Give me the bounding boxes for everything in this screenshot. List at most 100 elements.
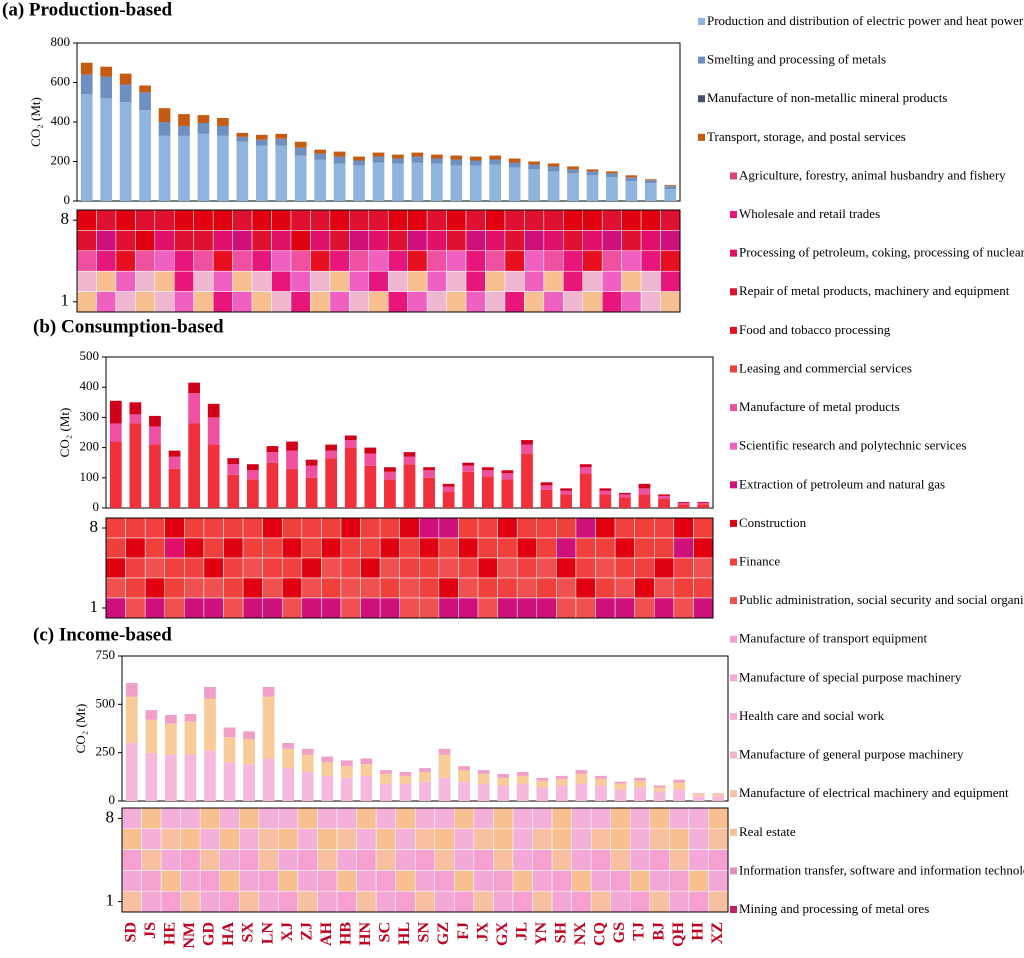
heatmap-cell: [551, 828, 572, 850]
heatmap-cell: [317, 849, 338, 871]
legend-label: Construction: [739, 515, 807, 530]
bar-segment: [606, 173, 618, 178]
y-tick-label: 250: [96, 744, 116, 759]
heatmap-cell: [174, 209, 194, 231]
heatmap-cell: [242, 557, 263, 579]
legend-label: Mining and processing of metal ores: [739, 901, 929, 916]
heatmap-cell: [649, 849, 670, 871]
bar-segment: [516, 783, 529, 801]
heatmap-cell: [379, 577, 400, 599]
heatmap-cell: [399, 517, 420, 539]
bar-segment: [481, 476, 494, 508]
heatmap-cell: [212, 291, 233, 313]
heatmap-cell: [193, 209, 214, 231]
x-tick-label: GX: [494, 922, 511, 946]
y-tick-label: 0: [64, 192, 71, 207]
bar-segment: [149, 426, 161, 445]
bar-segment: [197, 115, 210, 123]
bar-segment: [540, 482, 553, 486]
heatmap-cell: [458, 517, 479, 539]
legend-label: Extraction of petroleum and natural gas: [739, 476, 945, 491]
bar-segment: [477, 770, 490, 774]
bar-segment: [658, 495, 670, 499]
heatmap-cell: [649, 890, 670, 913]
heatmap-cell: [125, 557, 146, 579]
legend-label: Wholesale and retail trades: [739, 206, 880, 221]
x-tick-label: NM: [181, 922, 198, 949]
heatmap-cell: [536, 537, 557, 559]
bar-segment: [80, 62, 93, 75]
heatmap-cell: [497, 517, 518, 539]
bar-segment: [431, 163, 443, 201]
heatmap-cell: [121, 828, 142, 850]
bar-segment: [266, 446, 279, 453]
heatmap-cell: [379, 517, 400, 539]
heatmap-cell: [669, 828, 690, 850]
heatmap-cell: [582, 291, 603, 313]
heatmap-cell: [375, 828, 396, 850]
heatmap-cell: [141, 870, 162, 892]
bar-segment: [664, 185, 677, 187]
bar-segment: [188, 393, 200, 424]
heatmap-cell: [575, 517, 596, 539]
heatmap-cell: [281, 597, 303, 619]
heatmap-cell: [203, 597, 224, 619]
heatmap-cell: [212, 270, 233, 292]
heatmap-cell: [575, 597, 596, 619]
heatmap-cell: [693, 537, 714, 559]
y-tick-label: 400: [51, 113, 71, 128]
heatmap-cell: [387, 250, 408, 272]
bar-segment: [314, 149, 326, 154]
heatmap-cell: [96, 291, 117, 313]
x-tick-label: JL: [513, 922, 530, 941]
heatmap-cell: [368, 209, 389, 231]
heatmap-cell: [395, 828, 416, 850]
bar-segment: [227, 474, 240, 508]
bar-segment: [501, 473, 514, 480]
heatmap-cell: [414, 890, 436, 913]
heatmap-cell: [290, 270, 311, 292]
heatmap-cell: [493, 828, 514, 850]
heatmap-cell: [446, 270, 467, 292]
bar-segment: [516, 775, 529, 784]
bar-segment: [236, 141, 249, 201]
bar-segment: [431, 158, 443, 164]
bar-segment: [380, 770, 392, 774]
bar-segment: [438, 754, 451, 778]
heatmap-cell: [536, 577, 557, 599]
heatmap-cell: [446, 291, 467, 313]
heatmap-cell: [297, 870, 318, 892]
heatmap-cell: [174, 270, 194, 292]
heatmap-frame: [76, 209, 681, 313]
x-tick-label: SD: [122, 922, 139, 942]
bar-segment: [129, 423, 142, 508]
heatmap-cell: [556, 597, 577, 619]
heatmap-cell: [135, 230, 156, 252]
heatmap-cell: [551, 849, 572, 871]
heatmap-cell: [516, 557, 538, 579]
heatmap-cell: [76, 250, 97, 272]
heatmap-cell: [223, 537, 244, 559]
heatmap-cell: [654, 517, 675, 539]
bar-segment: [399, 775, 412, 784]
heatmap-cell: [708, 890, 729, 913]
heatmap-cell: [571, 890, 592, 913]
bar-segment: [462, 462, 475, 466]
y-tick-label: 8: [90, 517, 99, 536]
bar-segment: [145, 710, 158, 720]
heatmap-cell: [563, 209, 583, 231]
bar-segment: [384, 467, 396, 472]
heatmap-cell: [434, 870, 455, 892]
x-tick-label: XJ: [279, 922, 296, 942]
heatmap-cell: [582, 270, 603, 292]
bar-segment: [360, 764, 373, 776]
heatmap-cell: [262, 517, 283, 539]
heatmap-cell: [485, 270, 506, 292]
heatmap-cell: [164, 597, 185, 619]
bar-segment: [644, 179, 657, 181]
legend-label: Agriculture, forestry, animal husbandry …: [739, 167, 1006, 182]
heatmap-cell: [693, 597, 714, 619]
bar-segment: [575, 773, 588, 784]
heatmap-cell: [164, 517, 185, 539]
bar-segment: [411, 156, 424, 163]
